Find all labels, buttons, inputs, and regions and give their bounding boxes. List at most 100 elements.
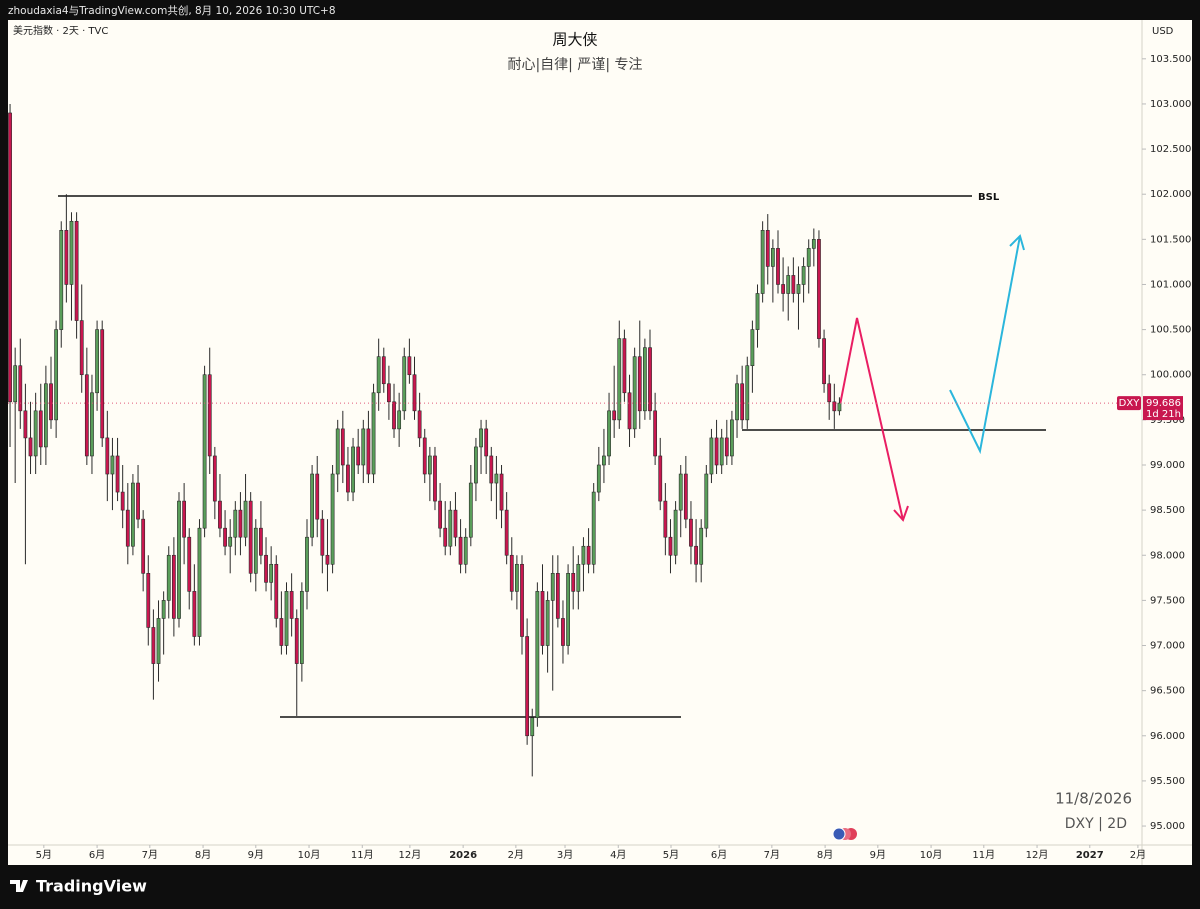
candle-body [207, 374, 212, 457]
candle-body [177, 500, 181, 619]
candle-body [38, 410, 43, 448]
x-tick-label: 7月 [764, 849, 780, 861]
candle-body [791, 275, 796, 294]
candle-body [770, 248, 775, 267]
last-price-label: 99.686 [1146, 398, 1181, 409]
candle-body [427, 455, 432, 475]
candle-body [310, 473, 314, 538]
x-tick-label: 3月 [557, 849, 573, 861]
candle-body [69, 220, 74, 285]
candle-body [269, 563, 274, 583]
candle-body [468, 482, 473, 538]
candle-body [90, 392, 94, 457]
candle-body [545, 600, 550, 646]
candle-body [320, 518, 325, 556]
candle-body [197, 527, 202, 637]
x-tick-label: 2027 [1076, 850, 1104, 861]
candle-body [484, 428, 489, 457]
candle-body [8, 112, 12, 403]
candle-body [627, 392, 632, 430]
candle-body [694, 545, 698, 565]
candle-body [218, 500, 222, 529]
candle-body [515, 563, 519, 592]
candle-body [274, 563, 279, 619]
candle-body [294, 618, 299, 664]
candle-body [555, 573, 560, 619]
candle-body [95, 329, 99, 394]
footer-bar [0, 865, 1200, 909]
candle-body [259, 527, 263, 556]
candle-body [550, 573, 555, 601]
candle-body [182, 500, 187, 538]
x-tick-label: 9月 [248, 849, 264, 861]
brand-name: TradingView [36, 877, 147, 896]
event-icon[interactable] [832, 827, 846, 841]
candle-body [489, 455, 494, 484]
candle-body [730, 419, 734, 457]
x-tick-label: 6月 [711, 849, 727, 861]
arrow-head [893, 505, 909, 522]
candle-body [642, 347, 647, 412]
candle-body [13, 365, 18, 403]
candle-body [141, 518, 146, 574]
projection-arrow-down [839, 317, 904, 521]
last-price-box [1143, 396, 1183, 421]
candle-body [668, 536, 673, 556]
y-tick-label: 99.000 [1150, 460, 1185, 471]
candle-body [525, 636, 530, 737]
candle-body [581, 545, 586, 565]
candle-body [719, 437, 724, 466]
x-tick-label: 2月 [1130, 849, 1146, 861]
currency-label[interactable]: USD [1152, 26, 1174, 37]
candle-body [735, 383, 739, 421]
candle-body [392, 401, 396, 430]
watermark-date: 11/8/2026 [1055, 790, 1132, 808]
candle-body [571, 573, 576, 592]
candle-body [325, 554, 330, 565]
candle-body [827, 383, 832, 403]
event-icons[interactable] [832, 827, 857, 841]
candle-body [499, 473, 504, 511]
candle-body [59, 230, 64, 330]
x-tick-label: 4月 [610, 849, 626, 861]
candle-body [520, 563, 524, 637]
candle-body [443, 527, 448, 547]
candle-body [760, 230, 765, 294]
candle-body [228, 536, 233, 547]
projection-arrow-up [949, 235, 1021, 455]
candle-body [110, 455, 115, 475]
candle-body [407, 356, 412, 376]
candle-body [509, 554, 514, 592]
candle-body [648, 347, 652, 412]
candle-body [212, 455, 217, 502]
y-tick-label: 97.500 [1150, 595, 1185, 606]
x-tick-label: 2026 [449, 850, 477, 861]
candle-body [750, 329, 755, 367]
arrow-head [1009, 234, 1025, 251]
candle-body [535, 591, 540, 719]
symbol-label[interactable]: 美元指数 · 2天 · TVC [13, 24, 108, 37]
y-tick-label: 102.000 [1150, 189, 1191, 200]
price-tag-box [1117, 396, 1141, 411]
candle-body [100, 329, 105, 439]
candle-body [340, 428, 345, 466]
candle-body [504, 509, 509, 556]
y-tick-label: 98.000 [1150, 550, 1185, 561]
candle-body [171, 554, 176, 619]
y-tick-label: 103.000 [1150, 99, 1191, 110]
candle-body [781, 284, 786, 294]
candle-body [709, 437, 714, 475]
x-tick-label: 12月 [399, 849, 422, 861]
candle-body [602, 455, 606, 466]
y-tick-label: 98.500 [1150, 505, 1185, 516]
candle-body [166, 554, 171, 601]
x-tick-label: 7月 [142, 849, 158, 861]
x-tick-label: 8月 [817, 849, 833, 861]
y-tick-label: 100.000 [1150, 370, 1191, 381]
candle-body [248, 500, 253, 574]
candle-body [412, 374, 417, 412]
candle-body [146, 573, 151, 628]
candle-body [422, 437, 427, 475]
